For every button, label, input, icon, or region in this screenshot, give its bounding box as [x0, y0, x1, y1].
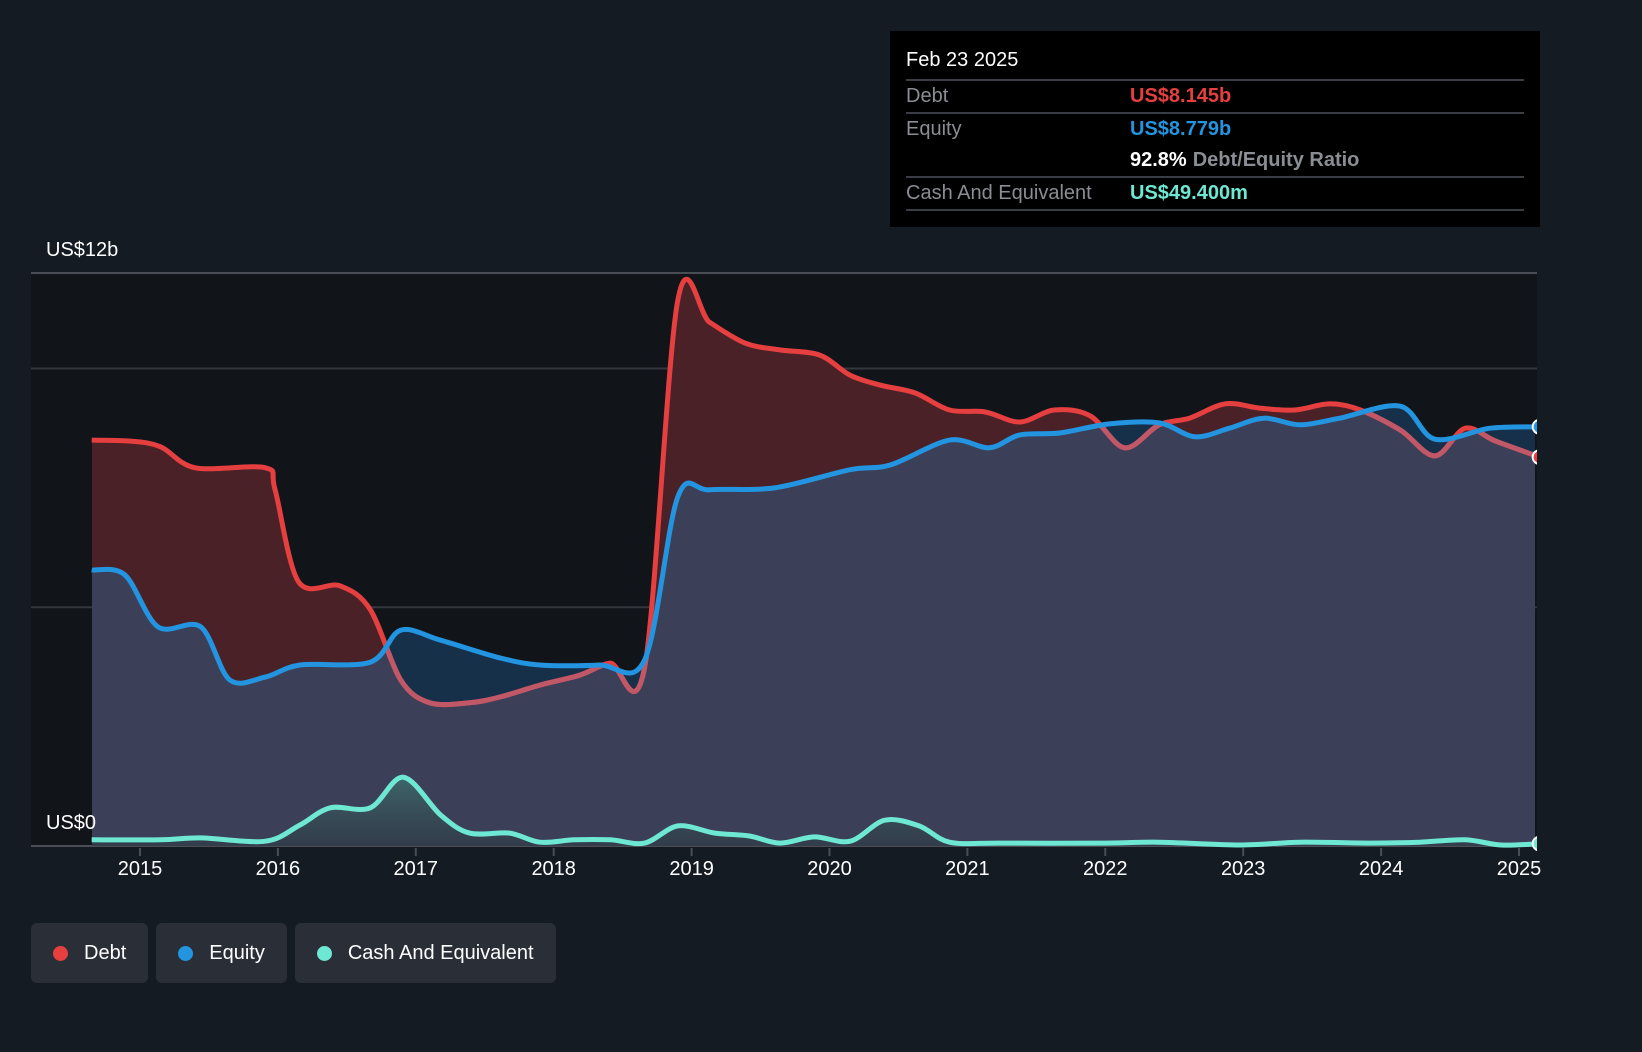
- tooltip-cash-value: US$49.400m: [1130, 182, 1248, 204]
- x-tick-label-2019: 2019: [669, 858, 714, 880]
- tooltip-row-ratio: 92.8% Debt/Equity Ratio: [906, 145, 1524, 176]
- tooltip-equity-label: Equity: [906, 118, 962, 140]
- x-tick-label-2015: 2015: [117, 858, 163, 880]
- cash-area: [92, 777, 1535, 846]
- legend-label-debt: Debt: [84, 941, 127, 964]
- debt-dot-icon: [53, 945, 68, 961]
- tooltip-ratio-value: 92.8%: [1130, 149, 1187, 171]
- x-tick-label-2022: 2022: [1083, 858, 1128, 880]
- cash-dot-icon: [316, 945, 332, 961]
- cash-line: [91, 774, 1540, 848]
- tooltip-row-equity: Equity US$8.779b: [906, 112, 1524, 145]
- legend-label-equity: Equity: [209, 941, 265, 964]
- debt-equity-overlap-area: [92, 405, 1535, 846]
- tooltip-debt-value: US$8.145b: [1130, 85, 1232, 107]
- x-tick-label-2023: 2023: [1220, 858, 1266, 880]
- tooltip-row-cash: Cash And Equivalent US$49.400m: [906, 176, 1524, 211]
- debt-line: [91, 276, 1541, 708]
- tooltip-debt-label: Debt: [906, 85, 949, 107]
- equity-dot-icon: [178, 945, 194, 961]
- x-tick-label-2016: 2016: [255, 858, 301, 880]
- legend-label-cash: Cash And Equivalent: [347, 941, 534, 964]
- x-tick-label-2020: 2020: [807, 858, 852, 880]
- y-axis-label-zero: US$0: [46, 812, 97, 834]
- tooltip-row-debt: Debt US$8.145b: [906, 79, 1524, 112]
- x-tick-label-2017: 2017: [393, 858, 439, 880]
- x-tick-label-2021: 2021: [945, 858, 990, 880]
- tooltip-cash-label: Cash And Equivalent: [906, 182, 1092, 204]
- legend: Debt Equity Cash And Equivalent: [31, 923, 556, 983]
- plot-right-margin: [1537, 260, 1642, 860]
- equity-line: [91, 403, 1540, 686]
- tooltip-equity-value: US$8.779b: [1130, 118, 1232, 140]
- tooltip-date: Feb 23 2025: [906, 49, 1019, 71]
- y-axis-label-max: US$12b: [46, 239, 119, 261]
- legend-item-equity[interactable]: Equity: [156, 923, 287, 983]
- x-tick-label-2024: 2024: [1358, 858, 1404, 880]
- tooltip-panel: Feb 23 2025 Debt US$8.145b Equity US$8.7…: [890, 31, 1540, 227]
- legend-item-debt[interactable]: Debt: [31, 923, 149, 983]
- x-tick-label-2025: 2025: [1496, 858, 1542, 880]
- tooltip-ratio-label: Debt/Equity Ratio: [1192, 149, 1360, 171]
- legend-item-cash[interactable]: Cash And Equivalent: [294, 923, 556, 983]
- x-tick-label-2018: 2018: [531, 858, 576, 880]
